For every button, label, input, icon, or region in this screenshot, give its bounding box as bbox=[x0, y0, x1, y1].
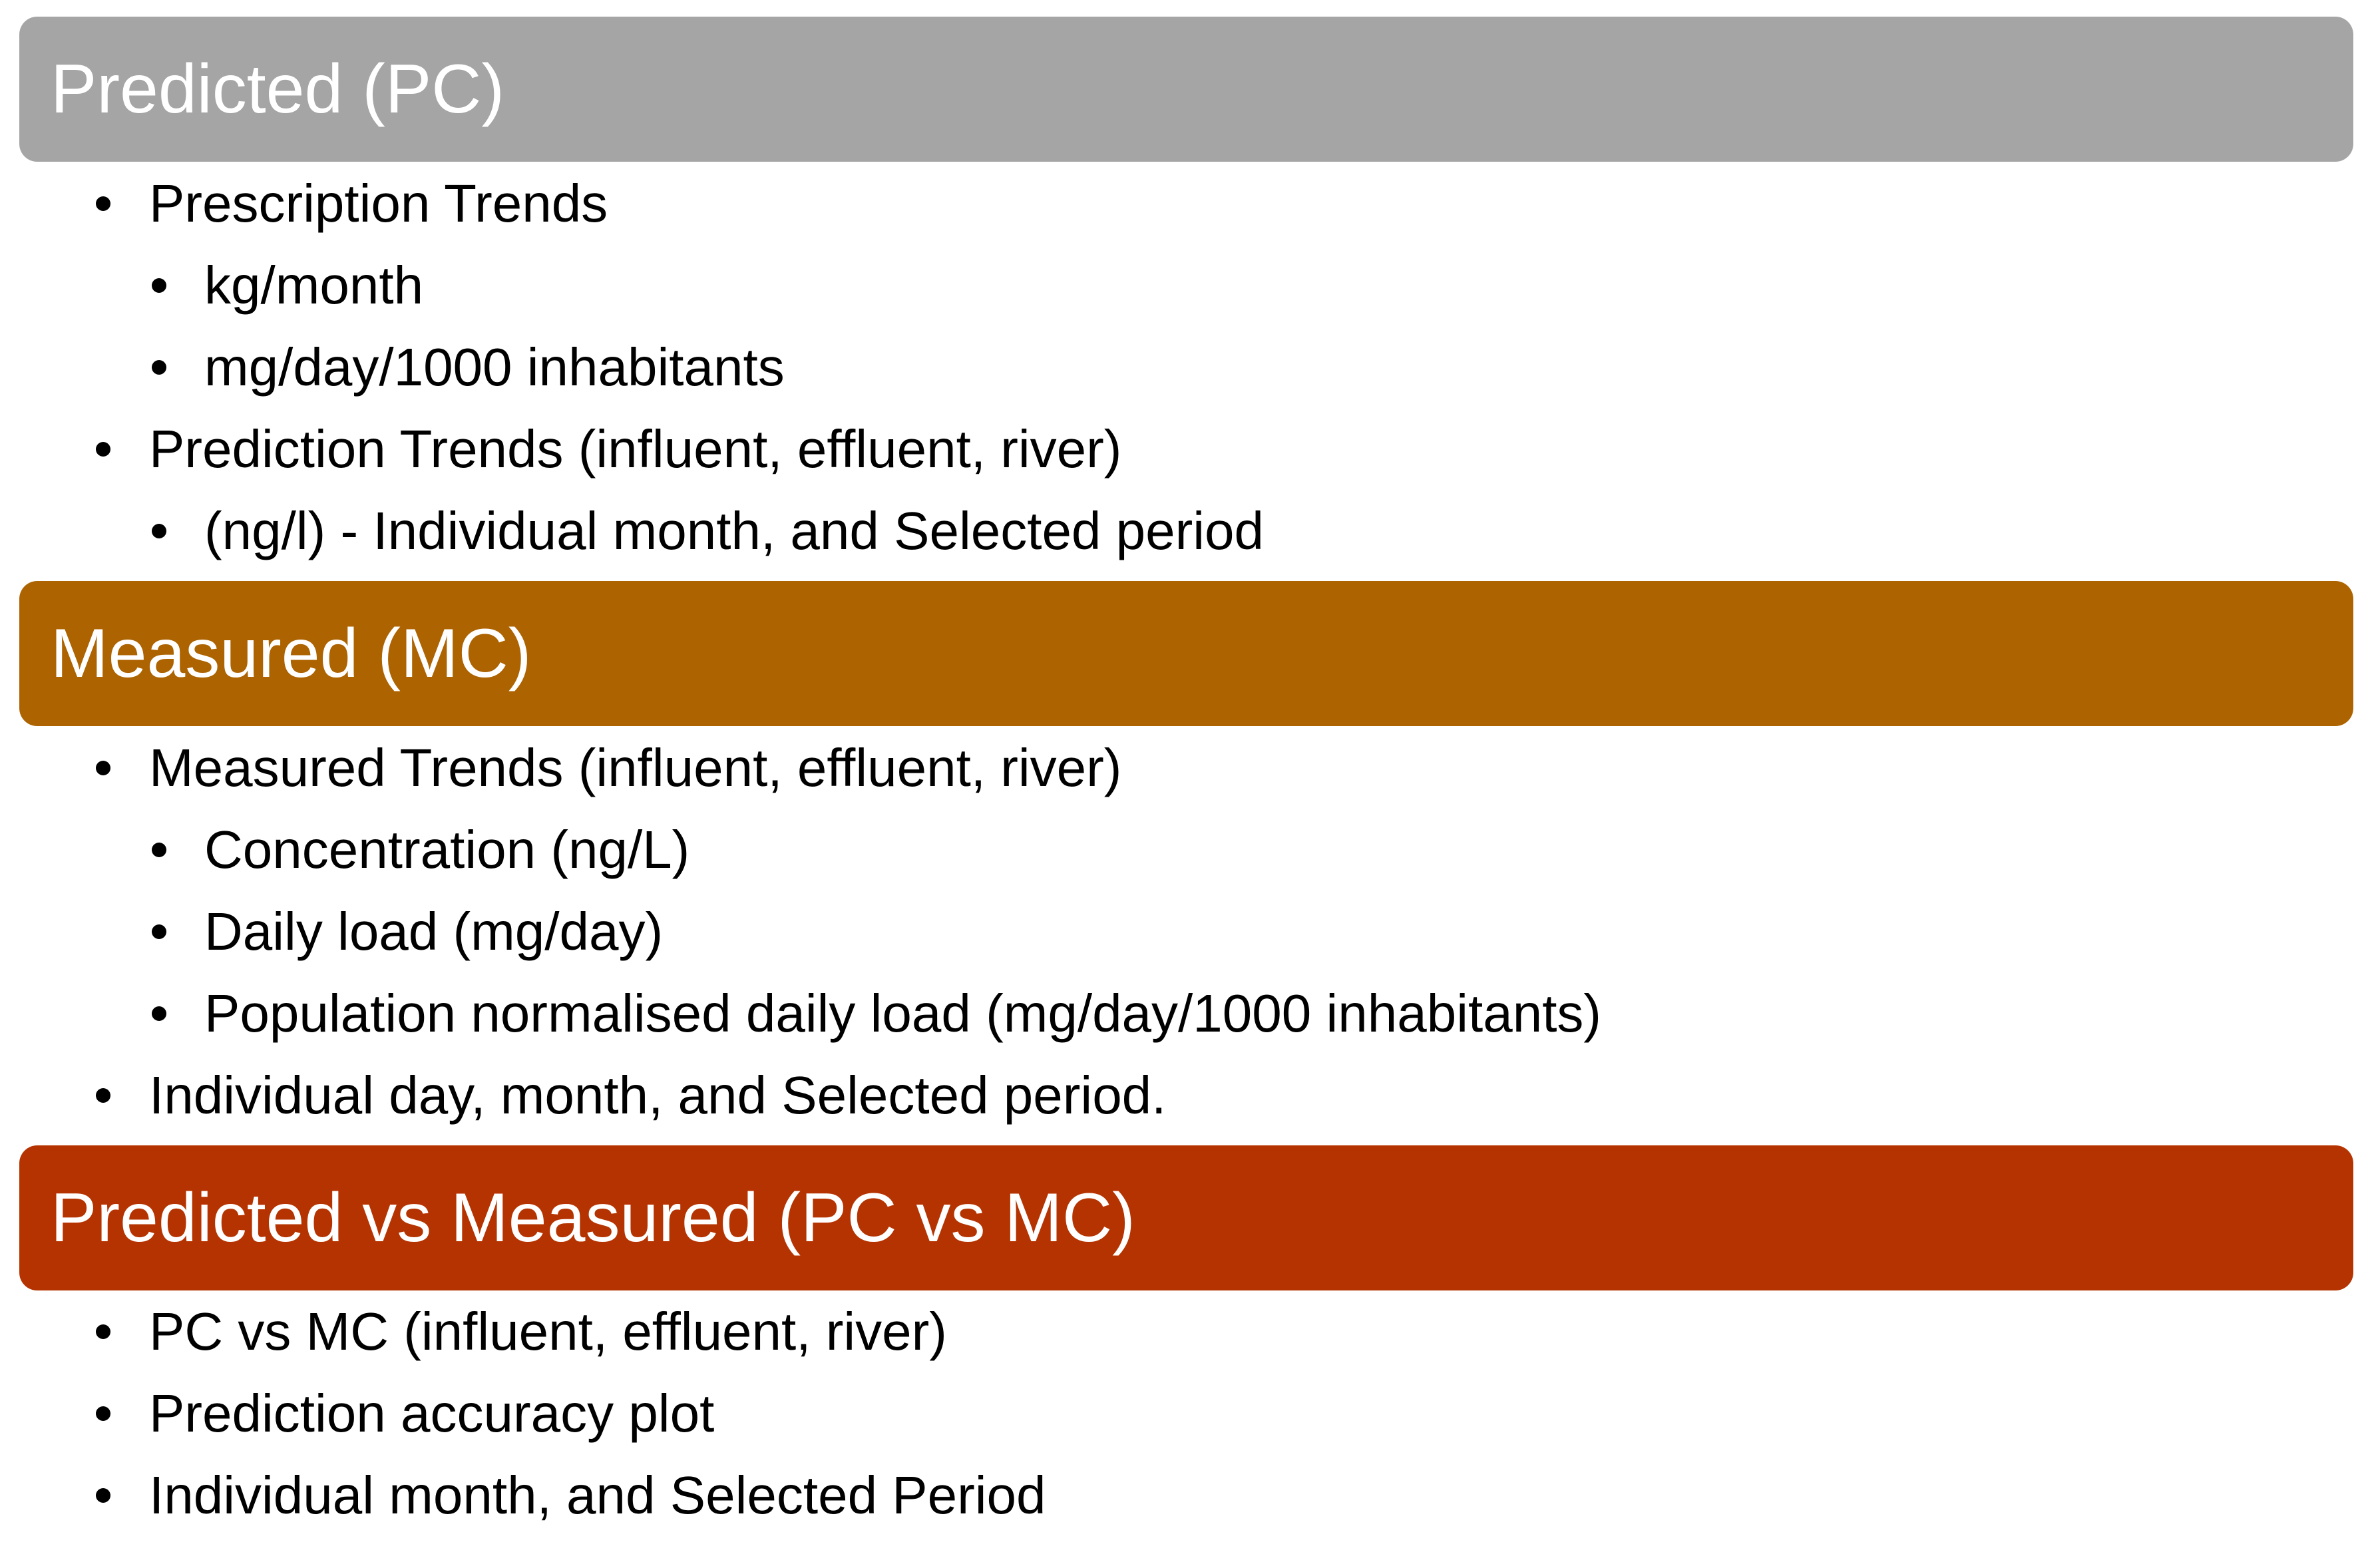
list-item: Individual month, and Selected Period bbox=[96, 1469, 1046, 1522]
list-item-text: (ng/l) - Individual month, and Selected … bbox=[204, 501, 1265, 560]
section-header-predicted: Predicted (PC) bbox=[19, 17, 2353, 162]
list-item: Prediction accuracy plot bbox=[96, 1387, 714, 1440]
bullet-icon bbox=[96, 761, 110, 775]
section-title: Predicted (PC) bbox=[51, 51, 504, 128]
list-item-text: Individual month, and Selected Period bbox=[149, 1466, 1046, 1525]
bullet-icon bbox=[96, 196, 110, 211]
list-item-text: mg/day/1000 inhabitants bbox=[204, 337, 785, 397]
list-item: mg/day/1000 inhabitants bbox=[152, 341, 785, 394]
bullet-icon bbox=[152, 360, 166, 375]
bullet-icon bbox=[152, 524, 166, 538]
bullet-icon bbox=[96, 1088, 110, 1103]
bullet-icon bbox=[96, 1324, 110, 1339]
list-item-text: Individual day, month, and Selected peri… bbox=[149, 1066, 1167, 1125]
section-title: Predicted vs Measured (PC vs MC) bbox=[51, 1179, 1135, 1257]
list-item: Individual day, month, and Selected peri… bbox=[96, 1069, 1166, 1122]
list-item-text: Prediction accuracy plot bbox=[149, 1384, 715, 1443]
bullet-icon bbox=[96, 1406, 110, 1421]
bullet-icon bbox=[152, 843, 166, 857]
section-title: Measured (MC) bbox=[51, 615, 532, 692]
list-item-text: Daily load (mg/day) bbox=[204, 902, 664, 961]
section-header-measured: Measured (MC) bbox=[19, 581, 2353, 726]
list-item-text: Prediction Trends (influent, effluent, r… bbox=[149, 419, 1122, 479]
list-item: Concentration (ng/L) bbox=[152, 823, 689, 877]
list-item: Population normalised daily load (mg/day… bbox=[152, 987, 1601, 1040]
bullet-icon bbox=[96, 442, 110, 457]
list-item-text: Population normalised daily load (mg/day… bbox=[204, 984, 1602, 1043]
list-item-text: kg/month bbox=[204, 256, 424, 315]
list-item-text: PC vs MC (influent, effluent, river) bbox=[149, 1302, 947, 1361]
list-item: PC vs MC (influent, effluent, river) bbox=[96, 1305, 947, 1358]
list-item-text: Prescription Trends bbox=[149, 174, 608, 233]
bullet-icon bbox=[96, 1488, 110, 1503]
bullet-icon bbox=[152, 278, 166, 293]
list-item: Prediction Trends (influent, effluent, r… bbox=[96, 423, 1121, 476]
bullet-icon bbox=[152, 924, 166, 939]
list-item: Daily load (mg/day) bbox=[152, 905, 663, 958]
list-item-text: Concentration (ng/L) bbox=[204, 820, 690, 879]
list-item: kg/month bbox=[152, 259, 423, 312]
list-item-text: Measured Trends (influent, effluent, riv… bbox=[149, 738, 1122, 797]
section-header-predicted-vs-measured: Predicted vs Measured (PC vs MC) bbox=[19, 1145, 2353, 1290]
list-item: (ng/l) - Individual month, and Selected … bbox=[152, 504, 1264, 558]
list-item: Prescription Trends bbox=[96, 177, 608, 230]
list-item: Measured Trends (influent, effluent, riv… bbox=[96, 741, 1121, 795]
bullet-icon bbox=[152, 1006, 166, 1021]
